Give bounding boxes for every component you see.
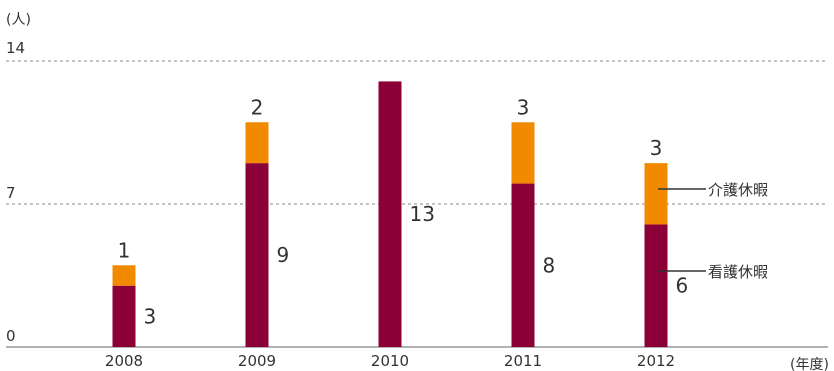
bar-2009-care-leave — [245, 122, 269, 164]
bar-2008-nursing-leave — [112, 285, 136, 347]
data-label-2010-nursing-leave: 13 — [410, 202, 435, 226]
callout-label-nursing-leave: 看護休暇 — [708, 263, 768, 281]
data-label-2009-nursing-leave: 9 — [277, 243, 290, 267]
data-label-2008-nursing-leave: 3 — [144, 304, 157, 328]
x-tick-label-2008: 2008 — [105, 352, 143, 370]
bar-2012-nursing-leave — [644, 224, 668, 347]
x-tick-label-2010: 2010 — [371, 352, 409, 370]
x-tick-label-2009: 2009 — [238, 352, 276, 370]
bar-2008-care-leave — [112, 265, 136, 286]
x-tick-label-2011: 2011 — [504, 352, 542, 370]
callout-label-care-leave: 介護休暇 — [708, 181, 768, 199]
y-axis-unit-label: (人) — [6, 12, 31, 28]
y-tick-label-14: 14 — [6, 39, 25, 57]
y-tick-label-7: 7 — [6, 184, 16, 202]
data-label-2011-care-leave: 3 — [517, 95, 530, 119]
bar-2011-nursing-leave — [511, 183, 535, 347]
y-tick-label-0: 0 — [6, 327, 16, 345]
x-tick-label-2012: 2012 — [637, 352, 675, 370]
data-label-2012-nursing-leave: 6 — [676, 274, 689, 298]
data-label-2011-nursing-leave: 8 — [543, 253, 556, 277]
x-axis-unit-label: (年度) — [790, 357, 829, 371]
data-label-2009-care-leave: 2 — [251, 95, 264, 119]
bar-2011-care-leave — [511, 122, 535, 184]
bar-2009-nursing-leave — [245, 163, 269, 347]
data-label-2012-care-leave: 3 — [650, 136, 663, 160]
bar-2012-care-leave — [644, 163, 668, 225]
bar-2010-nursing-leave — [378, 81, 402, 347]
data-label-2008-care-leave: 1 — [118, 238, 131, 262]
